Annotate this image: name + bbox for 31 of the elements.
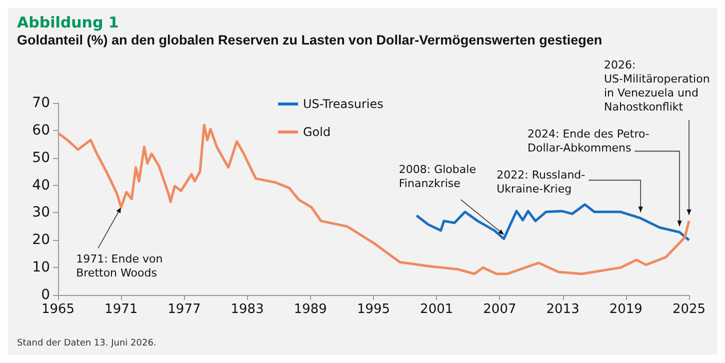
annotation: 2026: US-Militäroperation in Venezuela und Nahostkonflikt xyxy=(604,58,710,114)
x-tick-label: 2001 xyxy=(420,302,454,317)
y-tick-label: 70 xyxy=(32,95,50,111)
chart-title: Abbildung 1 xyxy=(17,14,119,32)
x-tick-label: 2007 xyxy=(483,302,516,317)
chart-subtitle: Goldanteil (%) an den globalen Reserven zu Lasten von Dollar-Vermögenswerten gestiegen xyxy=(17,32,602,48)
annotation: 1971: Ende von Bretton Woods xyxy=(76,252,163,280)
y-tick-label: 50 xyxy=(32,150,50,166)
legend-label: Gold xyxy=(303,125,331,139)
y-tick-label: 20 xyxy=(32,232,50,248)
annotation: 2008: Globale Finanzkrise xyxy=(398,163,476,190)
line-series xyxy=(56,124,690,276)
annotation: 2022: Russland- Ukraine-Krieg xyxy=(496,168,586,196)
y-tick-label: 60 xyxy=(32,122,50,138)
y-tick-label: 0 xyxy=(41,287,50,303)
x-tick-label: 1995 xyxy=(356,302,390,317)
x-tick-label: 1989 xyxy=(294,302,327,317)
y-tick-label: 30 xyxy=(32,204,50,221)
line-series xyxy=(415,203,690,242)
y-tick-label: 40 xyxy=(32,177,50,194)
y-tick-label: 10 xyxy=(32,260,50,276)
x-tick-label: 2013 xyxy=(546,302,580,317)
x-tick-label: 1971 xyxy=(104,302,138,317)
text: Stand der Daten 13. Juni 2026. xyxy=(17,338,156,348)
legend-label: US-Treasuries xyxy=(303,97,384,111)
annotation: 2024: Ende des Petro- Dollar-Abkommens xyxy=(528,128,650,155)
x-tick-label: 2025 xyxy=(672,302,706,317)
x-tick-label: 1977 xyxy=(168,302,201,317)
x-tick-label: 1965 xyxy=(41,302,75,317)
x-tick-label: 1983 xyxy=(230,302,264,317)
x-tick-label: 2019 xyxy=(609,302,642,317)
